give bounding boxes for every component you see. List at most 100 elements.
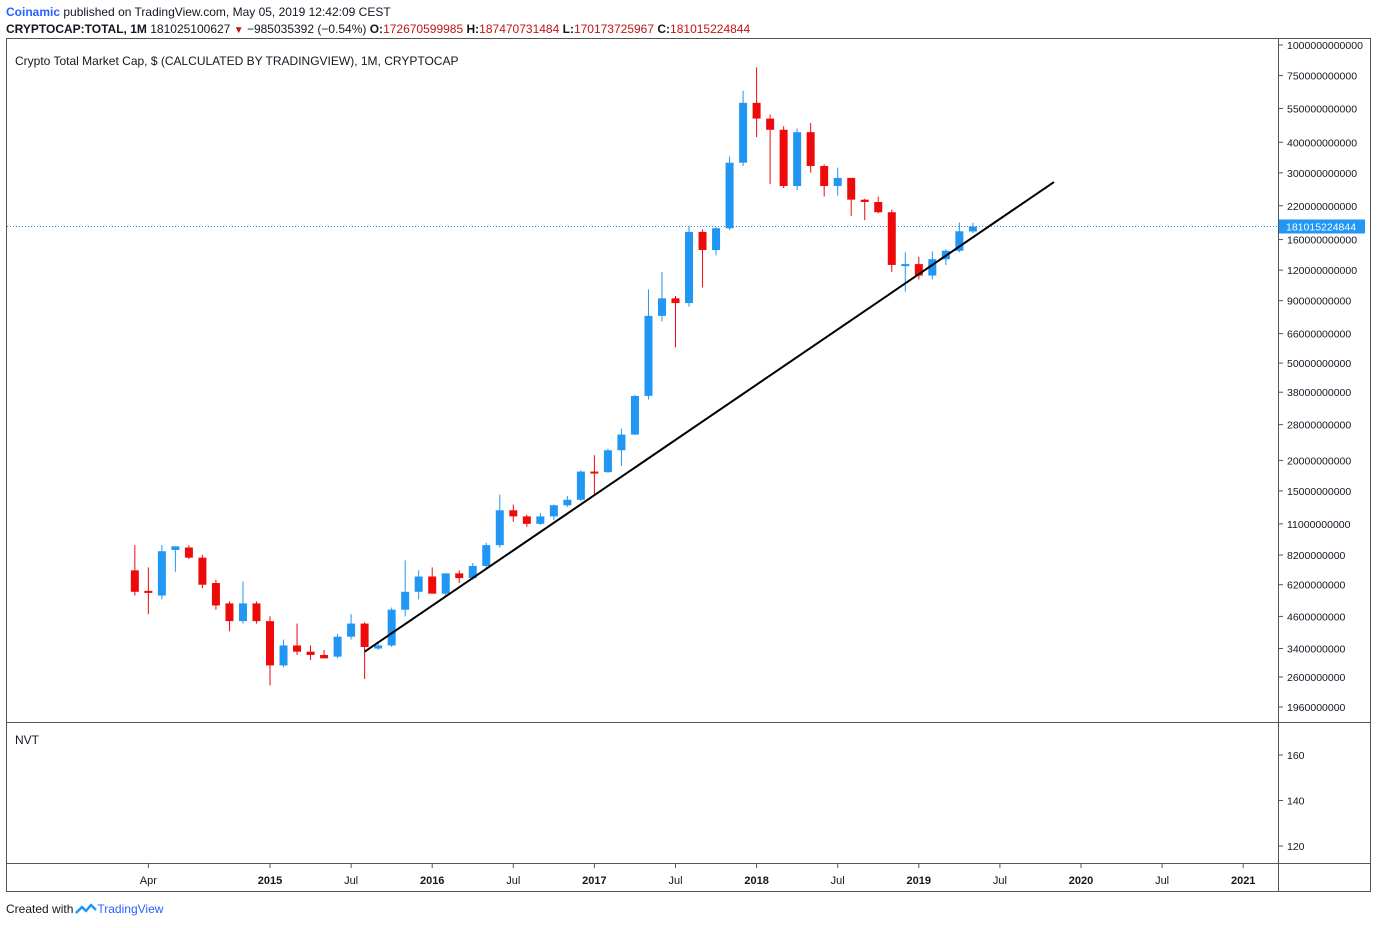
price-tick-label: 400000000000 bbox=[1287, 137, 1357, 149]
candle-body bbox=[401, 591, 410, 610]
low-label: L: bbox=[562, 22, 574, 36]
candle-body bbox=[576, 471, 585, 500]
candle-body bbox=[752, 102, 761, 119]
change-value: −985035392 (−0.54%) bbox=[246, 22, 367, 36]
candle-body bbox=[130, 570, 139, 592]
candle-body bbox=[428, 576, 437, 594]
open-label: O: bbox=[369, 22, 384, 36]
nvt-tick-label: 120 bbox=[1287, 841, 1305, 853]
candle-body bbox=[603, 450, 612, 473]
candle bbox=[779, 126, 788, 189]
candle-body bbox=[860, 199, 869, 202]
candle-body bbox=[644, 315, 653, 396]
candle bbox=[482, 542, 491, 569]
candle-body bbox=[712, 228, 721, 251]
candle-body bbox=[414, 576, 423, 592]
candle bbox=[833, 167, 842, 196]
candle-body bbox=[509, 510, 518, 517]
candle-body bbox=[211, 583, 220, 606]
candle bbox=[617, 428, 626, 466]
candle bbox=[441, 573, 450, 596]
candle bbox=[806, 122, 815, 173]
candle bbox=[347, 614, 356, 640]
publish-line: Coinamic published on TradingView.com, M… bbox=[6, 5, 391, 19]
candle bbox=[968, 222, 977, 234]
chart-frame bbox=[6, 38, 1371, 892]
price-tick-label: 15000000000 bbox=[1287, 486, 1351, 498]
chart-title: Crypto Total Market Cap, $ (CALCULATED B… bbox=[15, 54, 458, 68]
candle-body bbox=[144, 590, 153, 593]
candle-body bbox=[901, 264, 910, 267]
candle-body bbox=[360, 623, 369, 647]
last-price-badge bbox=[1279, 219, 1365, 234]
time-tick-label: 2018 bbox=[744, 875, 768, 887]
candle-body bbox=[657, 298, 666, 316]
price-tick-label: 38000000000 bbox=[1287, 387, 1351, 399]
candle bbox=[860, 198, 869, 221]
trendline[interactable] bbox=[364, 181, 1055, 653]
candle bbox=[590, 455, 599, 495]
candle bbox=[793, 128, 802, 191]
price-tick-label: 300000000000 bbox=[1287, 168, 1357, 180]
candle-body bbox=[293, 645, 302, 652]
candle bbox=[144, 567, 153, 615]
down-arrow-icon: ▼ bbox=[233, 25, 244, 36]
nvt-axis[interactable]: 160 140 120 bbox=[1278, 750, 1305, 853]
candle-body bbox=[779, 129, 788, 187]
tradingview-link[interactable]: TradingView bbox=[75, 902, 163, 916]
candle bbox=[874, 196, 883, 214]
candle-body bbox=[739, 102, 748, 163]
candle-body bbox=[820, 165, 829, 187]
time-tick-label: 2021 bbox=[1231, 875, 1255, 887]
candle-body bbox=[833, 177, 842, 187]
price-tick-label: 550000000000 bbox=[1287, 103, 1357, 115]
published-text: published on TradingView.com, May 05, 20… bbox=[63, 5, 391, 19]
candle bbox=[387, 607, 396, 647]
candle-body bbox=[238, 603, 247, 622]
candle-body bbox=[955, 231, 964, 251]
open-value: 172670599985 bbox=[383, 22, 464, 36]
candle bbox=[428, 567, 437, 594]
price-axis[interactable]: 1000000000000 750000000000 550000000000 400… bbox=[1278, 40, 1363, 714]
candle bbox=[698, 229, 707, 288]
candle bbox=[630, 395, 639, 435]
trendline-path[interactable] bbox=[364, 181, 1055, 653]
publisher-name[interactable]: Coinamic bbox=[6, 5, 61, 19]
time-tick-label: Jul bbox=[506, 875, 520, 887]
time-axis[interactable]: Apr 2015 Jul 2016 Jul 2017 Jul 2018 Jul 2019 Jul 20… bbox=[140, 863, 1256, 887]
candle bbox=[130, 545, 139, 596]
candle-body bbox=[374, 645, 383, 649]
nvt-pane-title: NVT bbox=[15, 733, 40, 747]
price-tick-label: 28000000000 bbox=[1287, 420, 1351, 432]
candle bbox=[157, 545, 166, 600]
time-tick-label: Jul bbox=[993, 875, 1007, 887]
candle bbox=[225, 601, 234, 632]
close-value: 181015224844 bbox=[670, 22, 751, 36]
candle bbox=[266, 616, 274, 686]
time-tick-label: Jul bbox=[344, 875, 358, 887]
candle-body bbox=[157, 551, 166, 596]
candle bbox=[522, 514, 531, 527]
price-tick-label: 750000000000 bbox=[1287, 71, 1357, 83]
tradingview-logo-icon bbox=[75, 903, 98, 914]
candle bbox=[671, 296, 680, 348]
last-value: 181025100627 bbox=[150, 22, 231, 36]
candle bbox=[739, 90, 748, 166]
price-tick-label: 1960000000 bbox=[1287, 702, 1346, 714]
time-tick-label: Apr bbox=[140, 875, 157, 887]
candle bbox=[198, 555, 207, 589]
time-tick-label: 2019 bbox=[907, 875, 931, 887]
price-tick-label: 6200000000 bbox=[1287, 580, 1346, 592]
time-tick-label: 2020 bbox=[1069, 875, 1093, 887]
candle-body bbox=[563, 499, 572, 506]
candle bbox=[644, 289, 653, 400]
candle-body bbox=[617, 434, 626, 451]
candle-body bbox=[468, 565, 477, 579]
price-tick-label: 66000000000 bbox=[1287, 329, 1351, 341]
last-price-label: 181015224844 bbox=[1286, 221, 1356, 233]
candle-body bbox=[847, 177, 856, 200]
price-tick-label: 50000000000 bbox=[1287, 358, 1351, 370]
candle-body bbox=[766, 118, 775, 130]
price-tick-label: 4600000000 bbox=[1287, 611, 1346, 623]
